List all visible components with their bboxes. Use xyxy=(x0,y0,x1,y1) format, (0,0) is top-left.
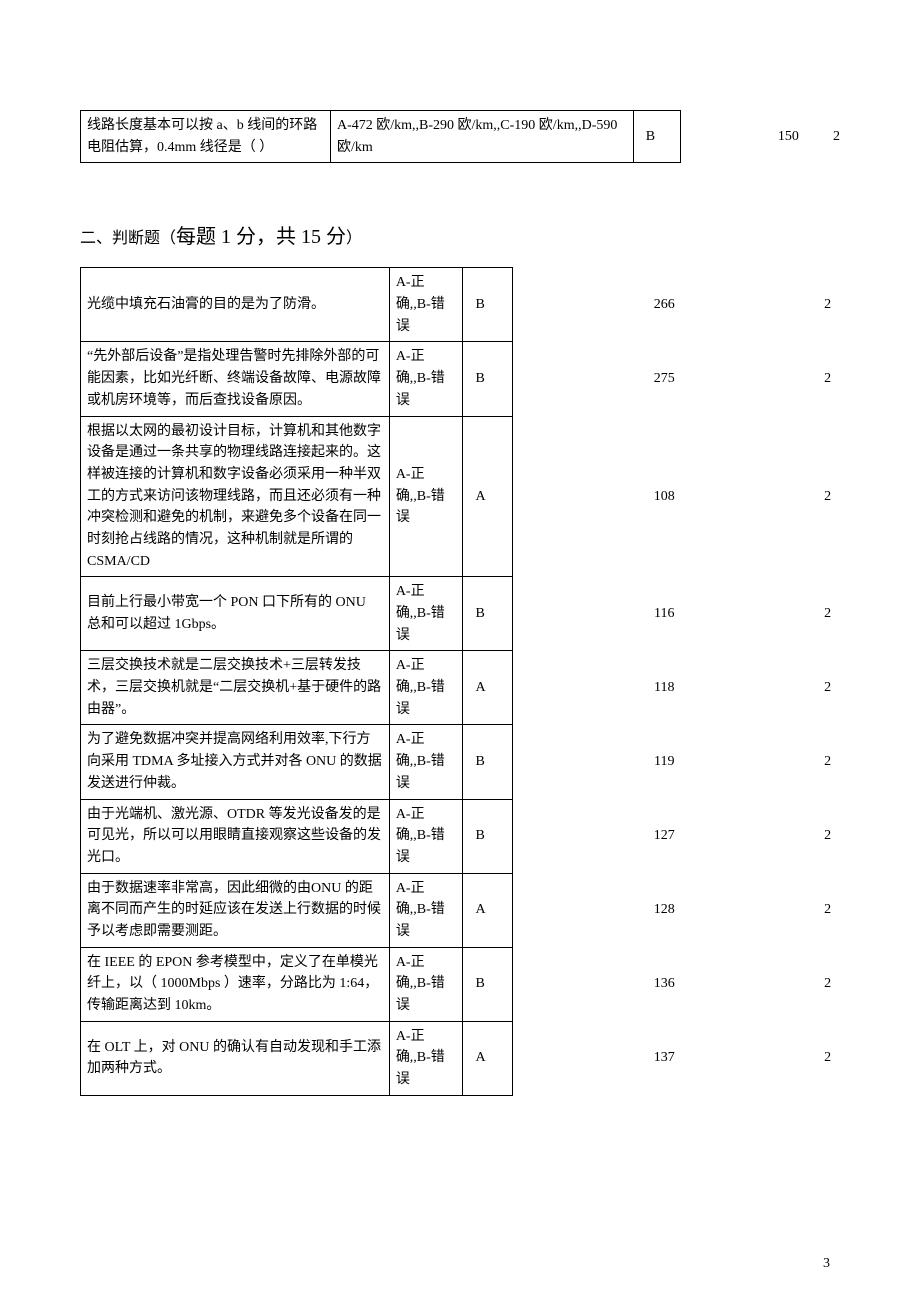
cell-question: 由于数据速率非常高，因此细微的由ONU 的距离不同而产生的时延应该在发送上行数据… xyxy=(81,873,390,947)
cell-question: 为了避免数据冲突并提高网络利用效率,下行方向采用 TDMA 多址接入方式并对各 … xyxy=(81,725,390,799)
cell-num2: 2 xyxy=(816,268,840,342)
table-row: 三层交换技术就是二层交换技术+三层转发技术，三层交换机就是“二层交换机+基于硬件… xyxy=(81,651,840,725)
table-row: “先外部后设备”是指处理告警时先排除外部的可能因素，比如光纤断、终端设备故障、电… xyxy=(81,342,840,416)
cell-spacer xyxy=(513,651,632,725)
title-main: 每题 1 分，共 15 分 xyxy=(176,226,346,248)
cell-num1: 108 xyxy=(632,416,697,577)
cell-num1: 150 xyxy=(764,111,812,163)
cell-question: 在 OLT 上，对 ONU 的确认有自动发现和手工添加两种方式。 xyxy=(81,1021,390,1095)
cell-answer: A xyxy=(463,416,513,577)
cell-options: A-正确,,B-错误 xyxy=(389,416,463,577)
cell-num2: 2 xyxy=(816,947,840,1021)
cell-num1: 137 xyxy=(632,1021,697,1095)
cell-spacer2 xyxy=(697,342,816,416)
cell-spacer xyxy=(513,873,632,947)
cell-options: A-正确,,B-错误 xyxy=(389,873,463,947)
table-row: 在 IEEE 的 EPON 参考模型中，定义了在单模光纤上，以（ 1000Mbp… xyxy=(81,947,840,1021)
cell-question: 根据以太网的最初设计目标，计算机和其他数字设备是通过一条共享的物理线路连接起来的… xyxy=(81,416,390,577)
cell-spacer xyxy=(680,111,764,163)
cell-spacer2 xyxy=(697,416,816,577)
cell-spacer xyxy=(513,1021,632,1095)
cell-num1: 136 xyxy=(632,947,697,1021)
cell-num2: 2 xyxy=(816,577,840,651)
cell-num1: 128 xyxy=(632,873,697,947)
cell-answer: A xyxy=(463,651,513,725)
cell-spacer xyxy=(513,725,632,799)
cell-options: A-正确,,B-错误 xyxy=(389,1021,463,1095)
cell-spacer xyxy=(513,268,632,342)
cell-options: A-472 欧/km,,B-290 欧/km,,C-190 欧/km,,D-59… xyxy=(330,111,633,163)
cell-spacer2 xyxy=(697,268,816,342)
cell-options: A-正确,,B-错误 xyxy=(389,268,463,342)
cell-answer: A xyxy=(463,873,513,947)
cell-spacer xyxy=(513,577,632,651)
cell-answer: B xyxy=(463,342,513,416)
cell-options: A-正确,,B-错误 xyxy=(389,725,463,799)
table-row: 由于数据速率非常高，因此细微的由ONU 的距离不同而产生的时延应该在发送上行数据… xyxy=(81,873,840,947)
cell-answer: B xyxy=(463,725,513,799)
cell-answer: B xyxy=(463,947,513,1021)
cell-spacer2 xyxy=(697,725,816,799)
cell-options: A-正确,,B-错误 xyxy=(389,799,463,873)
cell-spacer xyxy=(513,342,632,416)
cell-question: 三层交换技术就是二层交换技术+三层转发技术，三层交换机就是“二层交换机+基于硬件… xyxy=(81,651,390,725)
cell-num2: 2 xyxy=(816,725,840,799)
cell-spacer2 xyxy=(697,651,816,725)
cell-answer: B xyxy=(463,799,513,873)
cell-num1: 127 xyxy=(632,799,697,873)
table-row: 由于光端机、激光源、OTDR 等发光设备发的是可见光，所以可以用眼睛直接观察这些… xyxy=(81,799,840,873)
cell-question: 在 IEEE 的 EPON 参考模型中，定义了在单模光纤上，以（ 1000Mbp… xyxy=(81,947,390,1021)
cell-num2: 2 xyxy=(816,799,840,873)
title-suffix: ） xyxy=(346,230,362,247)
table-row: 光缆中填充石油膏的目的是为了防滑。 A-正确,,B-错误 B 266 2 xyxy=(81,268,840,342)
cell-spacer2 xyxy=(697,1021,816,1095)
table-row: 为了避免数据冲突并提高网络利用效率,下行方向采用 TDMA 多址接入方式并对各 … xyxy=(81,725,840,799)
cell-answer: B xyxy=(463,268,513,342)
table-1: 线路长度基本可以按 a、b 线间的环路电阻估算，0.4mm 线径是（ ） A-4… xyxy=(80,110,840,163)
cell-num2: 2 xyxy=(816,342,840,416)
cell-question: 目前上行最小带宽一个 PON 口下所有的 ONU 总和可以超过 1Gbps。 xyxy=(81,577,390,651)
cell-spacer xyxy=(513,947,632,1021)
page-number: 3 xyxy=(823,1256,830,1272)
cell-spacer2 xyxy=(697,873,816,947)
title-prefix: 二、判断题（ xyxy=(80,230,176,247)
cell-num2: 2 xyxy=(816,651,840,725)
cell-num2: 2 xyxy=(816,873,840,947)
cell-spacer2 xyxy=(697,947,816,1021)
cell-spacer2 xyxy=(697,577,816,651)
cell-num2: 2 xyxy=(816,1021,840,1095)
section-2-title: 二、判断题（每题 1 分，共 15 分） xyxy=(80,221,840,253)
cell-num1: 119 xyxy=(632,725,697,799)
cell-spacer xyxy=(513,416,632,577)
cell-options: A-正确,,B-错误 xyxy=(389,947,463,1021)
cell-answer: A xyxy=(463,1021,513,1095)
cell-num2: 2 xyxy=(816,416,840,577)
cell-question: 由于光端机、激光源、OTDR 等发光设备发的是可见光，所以可以用眼睛直接观察这些… xyxy=(81,799,390,873)
cell-answer: B xyxy=(463,577,513,651)
cell-num1: 118 xyxy=(632,651,697,725)
cell-question: “先外部后设备”是指处理告警时先排除外部的可能因素，比如光纤断、终端设备故障、电… xyxy=(81,342,390,416)
cell-spacer xyxy=(513,799,632,873)
cell-options: A-正确,,B-错误 xyxy=(389,342,463,416)
cell-spacer2 xyxy=(697,799,816,873)
table-row: 线路长度基本可以按 a、b 线间的环路电阻估算，0.4mm 线径是（ ） A-4… xyxy=(81,111,841,163)
cell-options: A-正确,,B-错误 xyxy=(389,577,463,651)
table-row: 在 OLT 上，对 ONU 的确认有自动发现和手工添加两种方式。 A-正确,,B… xyxy=(81,1021,840,1095)
table-row: 目前上行最小带宽一个 PON 口下所有的 ONU 总和可以超过 1Gbps。 A… xyxy=(81,577,840,651)
cell-num1: 116 xyxy=(632,577,697,651)
cell-num2: 2 xyxy=(812,111,840,163)
cell-answer: B xyxy=(633,111,680,163)
cell-options: A-正确,,B-错误 xyxy=(389,651,463,725)
cell-question: 光缆中填充石油膏的目的是为了防滑。 xyxy=(81,268,390,342)
table-row: 根据以太网的最初设计目标，计算机和其他数字设备是通过一条共享的物理线路连接起来的… xyxy=(81,416,840,577)
cell-num1: 266 xyxy=(632,268,697,342)
table-2: 光缆中填充石油膏的目的是为了防滑。 A-正确,,B-错误 B 266 2 “先外… xyxy=(80,267,840,1095)
cell-num1: 275 xyxy=(632,342,697,416)
cell-question: 线路长度基本可以按 a、b 线间的环路电阻估算，0.4mm 线径是（ ） xyxy=(81,111,331,163)
